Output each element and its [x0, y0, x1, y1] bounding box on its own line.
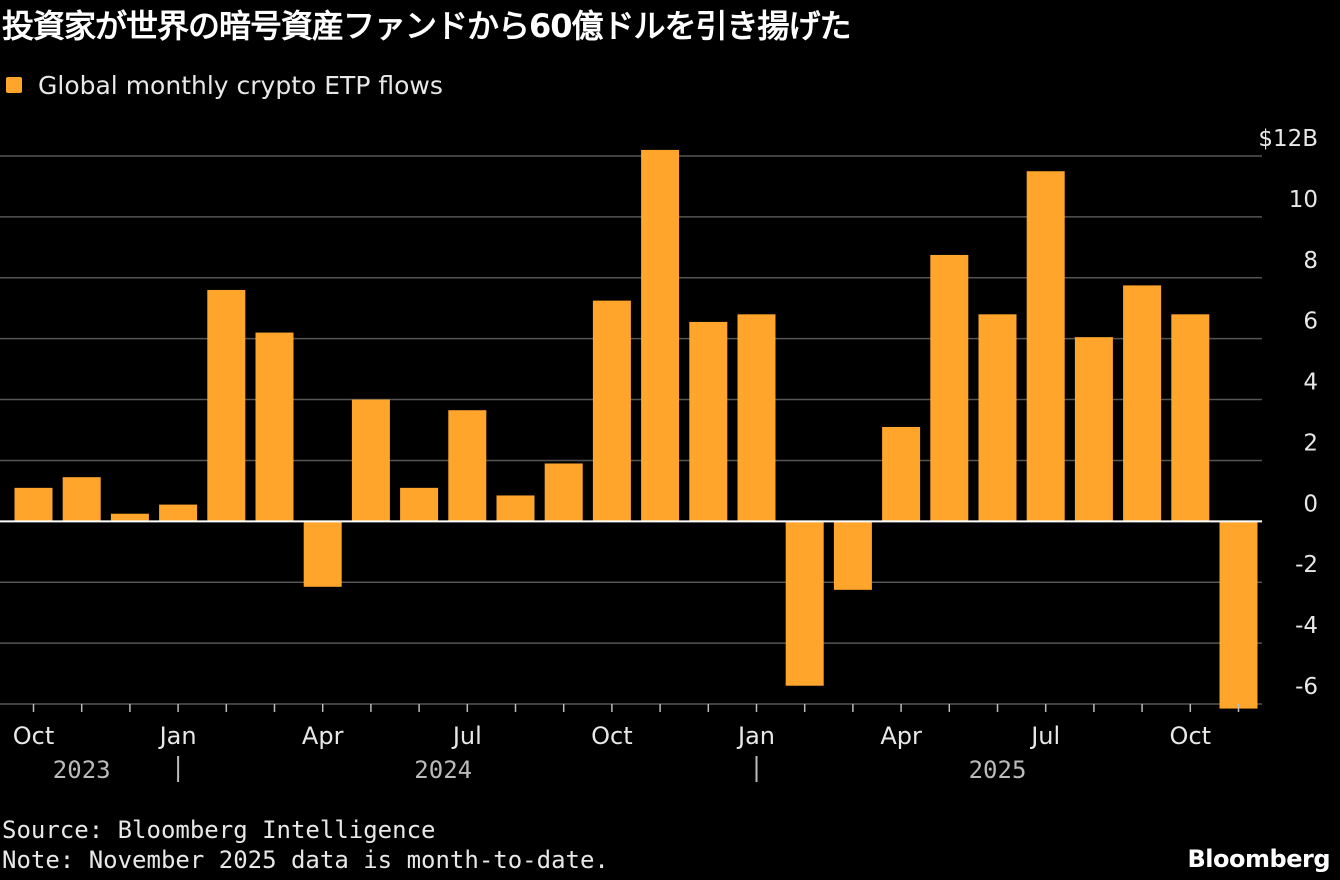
x-tick-label: Apr [880, 722, 922, 750]
y-tick-label: 0 [1303, 491, 1318, 517]
bar [785, 521, 824, 686]
bar [255, 332, 294, 522]
bar [496, 495, 535, 522]
bar [159, 504, 198, 522]
y-tick-label: 4 [1303, 370, 1318, 396]
x-tick-label: Jul [1029, 722, 1060, 750]
year-label: 2025 [969, 756, 1027, 784]
legend-label: Global monthly crypto ETP flows [38, 70, 443, 100]
bar [592, 300, 631, 522]
bar [641, 149, 680, 522]
bar [400, 487, 439, 522]
x-tick-label: Oct [591, 722, 633, 750]
year-label: 2023 [53, 756, 111, 784]
y-tick-label: -6 [1295, 674, 1318, 700]
bar [351, 399, 390, 522]
source-note: Source: Bloomberg Intelligence [2, 816, 436, 844]
x-tick-label: Jul [451, 722, 482, 750]
y-tick-label: 6 [1303, 309, 1318, 335]
bar [1219, 521, 1258, 709]
bar [62, 477, 101, 522]
bar [833, 521, 872, 590]
year-label: 2024 [414, 756, 472, 784]
legend-swatch [6, 77, 22, 93]
x-tick-label: Oct [13, 722, 55, 750]
x-tick-label: Jan [736, 722, 775, 750]
bar [544, 463, 583, 522]
bar [303, 521, 342, 587]
bar [689, 321, 728, 522]
bar [1026, 171, 1065, 522]
bar-chart: $12B 10 8 6 4 2 0 -2 -4 -6 Oct Jan Apr Jul Oct Jan Apr Ju… [0, 126, 1318, 784]
y-tick-label: -4 [1295, 613, 1318, 639]
bar [448, 410, 487, 522]
y-tick-label: 10 [1289, 187, 1318, 213]
y-tick-label: 8 [1303, 248, 1318, 274]
bar [207, 289, 246, 522]
bar [930, 254, 969, 522]
bar [1171, 314, 1210, 522]
bar [737, 314, 776, 522]
bar [110, 513, 149, 522]
data-note: Note: November 2025 data is month-to-dat… [2, 846, 609, 874]
bar [14, 487, 53, 522]
y-tick-label: -2 [1295, 552, 1318, 578]
bar [1123, 285, 1162, 522]
x-tick-label: Apr [302, 722, 344, 750]
bar [978, 314, 1017, 522]
x-tick-label: Oct [1170, 722, 1212, 750]
bar [1074, 337, 1113, 522]
legend: Global monthly crypto ETP flows [6, 68, 443, 102]
y-tick-label: $12B [1258, 126, 1318, 152]
bar [882, 426, 921, 522]
x-tick-label: Jan [158, 722, 197, 750]
y-tick-label: 2 [1303, 430, 1318, 456]
chart-title: 投資家が世界の暗号資産ファンドから60億ドルを引き揚げた [2, 7, 852, 45]
bloomberg-logo: Bloomberg [1187, 845, 1331, 873]
